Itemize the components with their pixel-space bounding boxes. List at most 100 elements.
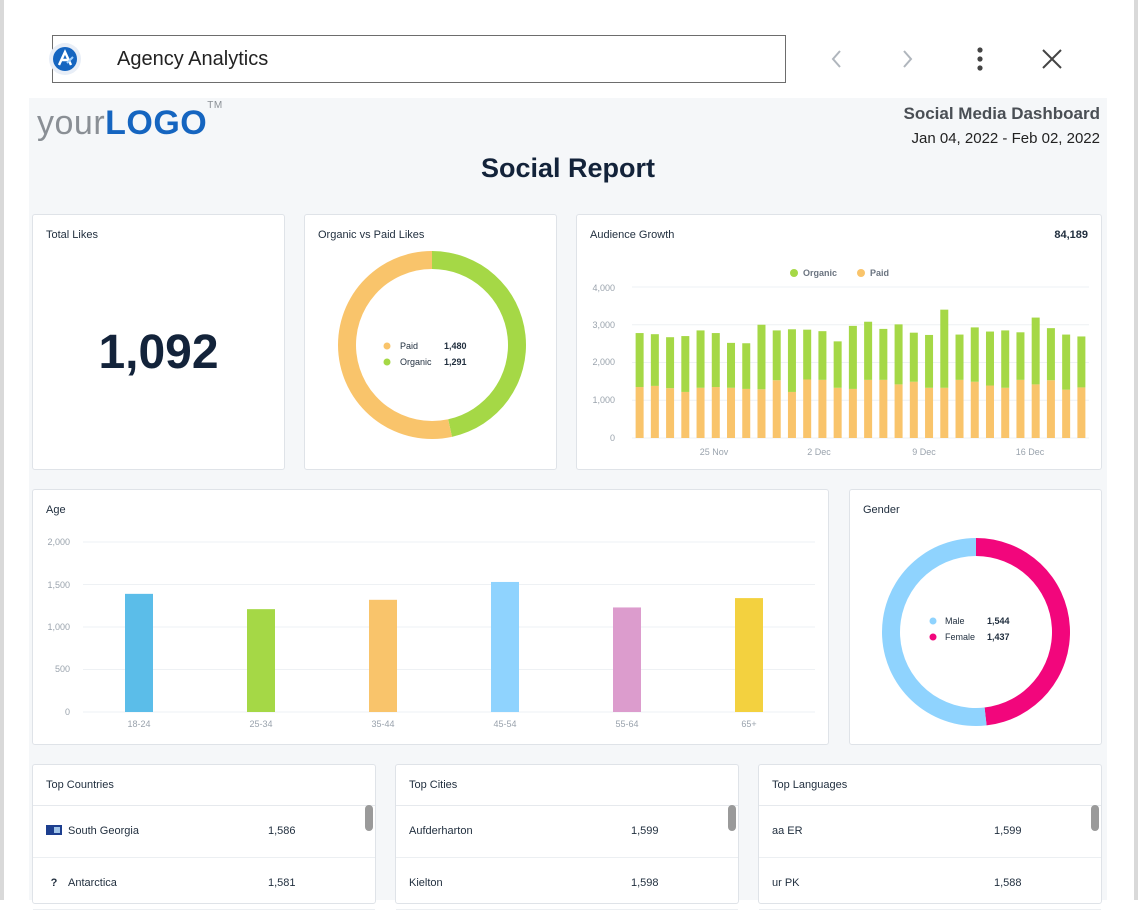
organic-bar[interactable] xyxy=(1077,336,1086,388)
paid-bar[interactable] xyxy=(1001,387,1010,438)
organic-bar[interactable] xyxy=(970,327,979,382)
paid-bar[interactable] xyxy=(1031,384,1040,438)
organic-bar[interactable] xyxy=(940,309,949,388)
top-countries-card: Top Countries South Georgia 1,586 ? Antar… xyxy=(32,764,376,910)
paid-bar[interactable] xyxy=(803,379,812,438)
list-item[interactable]: ? Antarctica 1,581 xyxy=(33,858,375,910)
paid-bar[interactable] xyxy=(1077,387,1086,438)
organic-bar[interactable] xyxy=(727,342,736,388)
scrollbar-thumb[interactable] xyxy=(365,805,373,831)
scrollbar-thumb[interactable] xyxy=(728,805,736,831)
organic-bar[interactable] xyxy=(818,331,827,380)
organic-bar[interactable] xyxy=(894,324,903,385)
city-name: Aufderharton xyxy=(409,825,473,837)
paid-bar[interactable] xyxy=(650,385,659,438)
organic-slice[interactable] xyxy=(432,251,526,437)
organic-bar[interactable] xyxy=(681,336,690,392)
list-item[interactable]: Kielton 1,598 xyxy=(396,858,738,910)
paid-bar[interactable] xyxy=(925,387,934,438)
organic-bar[interactable] xyxy=(1046,328,1055,381)
paid-bar[interactable] xyxy=(940,387,949,438)
organic-bar[interactable] xyxy=(757,324,766,390)
male-slice[interactable] xyxy=(881,538,987,726)
organic-bar[interactable] xyxy=(650,334,659,386)
list-item[interactable]: South Georgia 1,586 xyxy=(33,806,375,858)
paid-bar[interactable] xyxy=(787,391,796,438)
list-item[interactable]: aa ER 1,599 xyxy=(759,806,1101,858)
organic-bar[interactable] xyxy=(985,331,994,386)
paid-bar[interactable] xyxy=(1046,380,1055,438)
organic-bar[interactable] xyxy=(925,334,934,388)
forward-button[interactable] xyxy=(893,44,923,74)
paid-bar[interactable] xyxy=(894,384,903,438)
age-bar-18-24[interactable] xyxy=(125,593,153,712)
x-tick-label: 18-24 xyxy=(127,719,150,729)
paid-bar[interactable] xyxy=(772,380,781,438)
scrollbar-thumb[interactable] xyxy=(1091,805,1099,831)
age-bar-35-44[interactable] xyxy=(369,599,397,712)
age-bar-45-54[interactable] xyxy=(491,581,519,712)
organic-bar[interactable] xyxy=(909,332,918,382)
male-legend-value: 1,544 xyxy=(987,616,1010,626)
paid-bar[interactable] xyxy=(955,379,964,438)
organic-bar[interactable] xyxy=(879,328,888,380)
unknown-flag-icon: ? xyxy=(50,877,58,889)
page-title: Social Report xyxy=(480,153,656,183)
organic-bar[interactable] xyxy=(1062,334,1071,390)
paid-bar[interactable] xyxy=(757,389,766,438)
country-name: Antarctica xyxy=(68,877,117,889)
list-item[interactable]: Aufderharton 1,599 xyxy=(396,806,738,858)
organic-bar[interactable] xyxy=(696,330,705,388)
organic-bar[interactable] xyxy=(864,321,873,380)
audience-growth-total: 84,189 xyxy=(1054,229,1088,241)
organic-bar[interactable] xyxy=(666,337,675,389)
organic-legend-dot xyxy=(790,269,798,277)
paid-bar[interactable] xyxy=(727,387,736,438)
paid-bar[interactable] xyxy=(833,387,842,438)
paid-bar[interactable] xyxy=(985,385,994,438)
window-frame-left xyxy=(0,0,4,900)
paid-bar[interactable] xyxy=(970,381,979,438)
age-bar-25-34[interactable] xyxy=(247,609,275,712)
paid-bar[interactable] xyxy=(864,379,873,438)
total-likes-card: Total Likes 1,092 xyxy=(32,214,285,470)
age-grid xyxy=(83,541,815,713)
paid-bar[interactable] xyxy=(1016,379,1025,438)
paid-bar[interactable] xyxy=(711,387,720,438)
paid-bar[interactable] xyxy=(742,388,751,438)
organic-bar[interactable] xyxy=(848,325,857,389)
paid-bar[interactable] xyxy=(848,388,857,438)
organic-bar[interactable] xyxy=(955,334,964,380)
chevron-right-icon xyxy=(903,50,913,68)
audience-growth-card: Audience Growth 84,189 Organic Paid 4,00… xyxy=(576,214,1102,470)
paid-bar[interactable] xyxy=(666,388,675,438)
organic-bar[interactable] xyxy=(772,330,781,381)
organic-bar[interactable] xyxy=(635,333,644,388)
organic-bar[interactable] xyxy=(1031,317,1040,385)
paid-bar[interactable] xyxy=(1062,389,1071,438)
x-tick-label: 65+ xyxy=(741,719,756,729)
paid-slice[interactable] xyxy=(337,251,452,439)
list-item[interactable]: ur PK 1,588 xyxy=(759,858,1101,910)
organic-bar[interactable] xyxy=(711,333,720,388)
organic-bar[interactable] xyxy=(787,329,796,392)
more-options-button[interactable] xyxy=(965,44,995,74)
paid-bar[interactable] xyxy=(909,381,918,438)
organic-bar[interactable] xyxy=(742,343,751,389)
close-button[interactable] xyxy=(1037,44,1067,74)
paid-bar[interactable] xyxy=(681,391,690,438)
female-slice[interactable] xyxy=(976,538,1070,726)
back-button[interactable] xyxy=(821,44,851,74)
paid-legend-value: 1,480 xyxy=(444,341,467,351)
organic-bar[interactable] xyxy=(833,341,842,388)
paid-bar[interactable] xyxy=(635,387,644,438)
age-bar-65+[interactable] xyxy=(735,598,763,712)
organic-bar[interactable] xyxy=(1016,332,1025,380)
paid-bar[interactable] xyxy=(696,387,705,438)
logo-brand: LOGO xyxy=(105,104,208,142)
organic-bar[interactable] xyxy=(1001,330,1010,388)
organic-bar[interactable] xyxy=(803,329,812,380)
paid-bar[interactable] xyxy=(879,379,888,438)
age-bar-55-64[interactable] xyxy=(613,607,641,712)
paid-bar[interactable] xyxy=(818,379,827,438)
